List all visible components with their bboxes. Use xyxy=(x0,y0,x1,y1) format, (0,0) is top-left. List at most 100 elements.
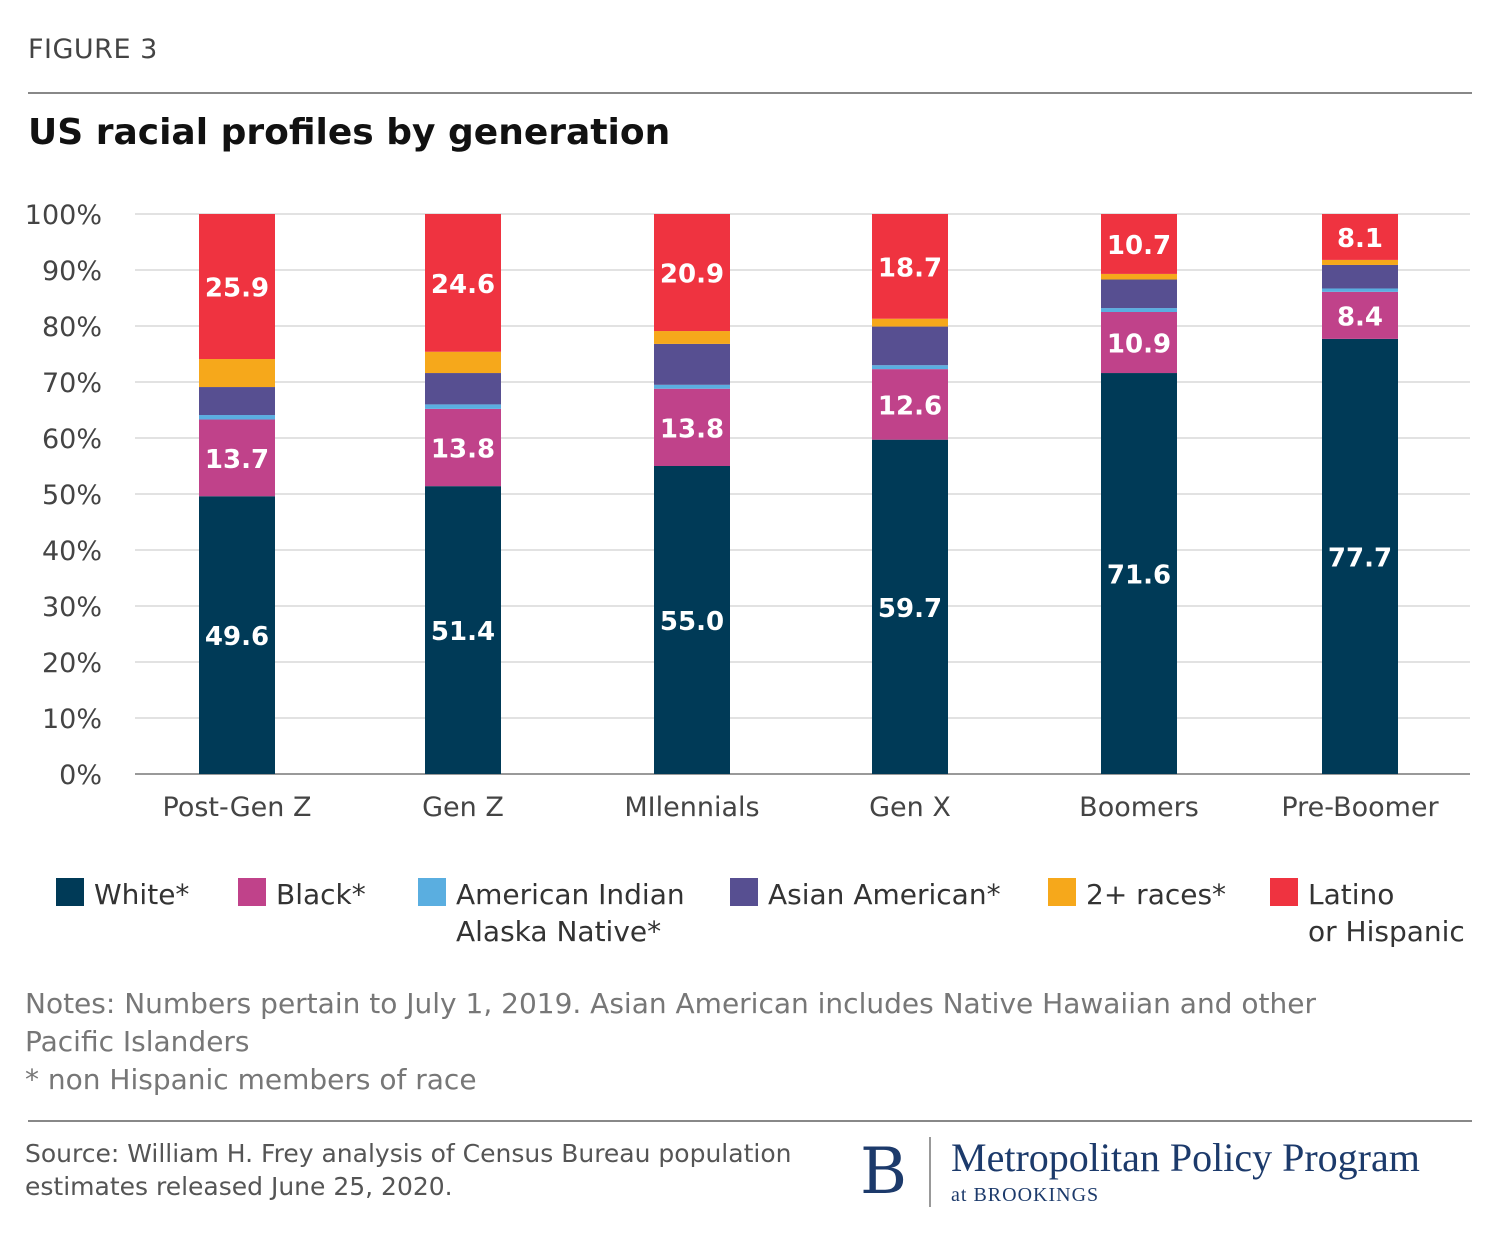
bar-segment xyxy=(1322,214,1398,260)
bar-segment xyxy=(1101,273,1177,280)
notes-line-3: * non Hispanic members of race xyxy=(25,1063,477,1096)
legend: White* Black* American Indian Alaska Native… xyxy=(0,870,1500,960)
legend-label: Black* xyxy=(276,878,366,911)
gridlines xyxy=(135,213,1470,775)
data-label: 13.7 xyxy=(205,445,269,475)
y-tick-label: 20% xyxy=(42,648,102,679)
bar-segment xyxy=(199,419,275,497)
source-line-1: Source: William H. Frey analysis of Cens… xyxy=(25,1139,792,1168)
legend-label: Asian American* xyxy=(768,878,1001,911)
bar-segment xyxy=(872,318,948,327)
stacked-bar-chart: 0% 10% 20% 30% 40% 50% 60% 70% 80% 90% 100% 49.6 13… xyxy=(25,200,1470,823)
bar-segment xyxy=(654,331,730,344)
data-label: 49.6 xyxy=(205,622,269,652)
chart-title: US racial profiles by generation xyxy=(28,112,671,153)
bar-segment xyxy=(1322,288,1398,292)
legend-swatch xyxy=(1270,878,1298,906)
bar-segment xyxy=(199,387,275,416)
bar-segment xyxy=(425,351,501,374)
bar-segment xyxy=(1101,373,1177,774)
legend-swatch xyxy=(1048,878,1076,906)
source-line-2: estimates released June 25, 2020. xyxy=(25,1172,453,1201)
bar-segment xyxy=(425,486,501,774)
data-label: 13.8 xyxy=(431,435,495,465)
data-label: 12.6 xyxy=(878,391,942,421)
bar-segment xyxy=(1101,279,1177,309)
legend-item: White* xyxy=(56,876,189,913)
logo-subtitle: at BROOKINGS xyxy=(951,1184,1100,1206)
x-tick-label: Boomers xyxy=(1079,792,1199,823)
data-label: 25.9 xyxy=(205,274,269,304)
legend-swatch xyxy=(238,878,266,906)
y-tick-label: 50% xyxy=(42,480,102,511)
data-label: 10.7 xyxy=(1107,231,1171,261)
notes-line-2: Pacific Islanders xyxy=(25,1025,250,1058)
bar-segment xyxy=(654,384,730,389)
legend-swatch xyxy=(730,878,758,906)
y-tick-label: 60% xyxy=(42,424,102,455)
legend-label: White* xyxy=(94,878,190,911)
legend-label: Latino or Hispanic xyxy=(1308,878,1465,948)
legend-item: Black* xyxy=(238,876,366,913)
x-tick-label: Pre-Boomer xyxy=(1281,792,1439,823)
bar-segment xyxy=(425,214,501,352)
x-tick-label: Gen Z xyxy=(422,792,504,823)
x-tick-label: Post-Gen Z xyxy=(163,792,312,823)
y-tick-label: 30% xyxy=(42,592,102,623)
data-label: 8.1 xyxy=(1337,224,1383,254)
bar-segment xyxy=(872,439,948,774)
bar-segment xyxy=(872,369,948,440)
bar-segment xyxy=(1322,291,1398,339)
notes: Notes: Numbers pertain to July 1, 2019. … xyxy=(25,985,1316,1099)
bar-segment xyxy=(872,365,948,370)
bars xyxy=(199,214,1398,774)
bar-segment xyxy=(199,496,275,774)
bar-segment xyxy=(425,373,501,405)
bar-segment xyxy=(199,214,275,360)
bar-segment xyxy=(1101,312,1177,374)
y-tick-label: 0% xyxy=(59,760,102,791)
data-label: 8.4 xyxy=(1337,302,1383,332)
data-label: 55.0 xyxy=(660,607,724,637)
top-divider xyxy=(28,92,1472,94)
y-tick-label: 10% xyxy=(42,704,102,735)
logo-program-name: Metropolitan Policy Program xyxy=(951,1135,1420,1180)
data-label: 13.8 xyxy=(660,414,724,444)
notes-line-1: Notes: Numbers pertain to July 1, 2019. … xyxy=(25,987,1316,1020)
bar-segment xyxy=(654,466,730,774)
legend-label: 2+ races* xyxy=(1086,878,1227,911)
data-label: 18.7 xyxy=(878,253,942,283)
y-tick-label: 90% xyxy=(42,256,102,287)
data-labels: 49.6 13.7 25.9 51.4 13.8 24.6 55.0 13.8 20.9 59.7… xyxy=(205,224,1392,652)
bar-segment xyxy=(1322,259,1398,265)
figure-label: FIGURE 3 xyxy=(28,34,158,65)
bottom-divider xyxy=(28,1120,1472,1122)
legend-item: American Indian Alaska Native* xyxy=(418,876,685,950)
brookings-logo: B Metropolitan Policy Program at BROOKIN… xyxy=(860,1136,1420,1207)
bar-segment xyxy=(1101,308,1177,312)
x-tick-label: MIlennials xyxy=(624,792,759,823)
bar-segment xyxy=(1322,338,1398,774)
bar-segment xyxy=(654,214,730,332)
legend-item: Latino or Hispanic xyxy=(1270,876,1465,950)
legend-swatch xyxy=(418,878,446,906)
data-label: 59.7 xyxy=(878,594,942,624)
legend-swatch xyxy=(56,878,84,906)
legend-item: Asian American* xyxy=(730,876,1001,913)
bar-segment xyxy=(654,388,730,466)
bar-segment xyxy=(1101,214,1177,274)
x-tick-label: Gen X xyxy=(869,792,951,823)
bar-segment xyxy=(425,404,501,409)
data-label: 71.6 xyxy=(1107,561,1171,591)
x-axis-ticks: Post-Gen Z Gen Z MIlennials Gen X Boomers Pre… xyxy=(163,792,1440,823)
logo-letter: B xyxy=(860,1134,908,1209)
bar-segment xyxy=(872,326,948,366)
y-tick-label: 70% xyxy=(42,368,102,399)
y-axis-ticks: 0% 10% 20% 30% 40% 50% 60% 70% 80% 90% 100% xyxy=(25,200,102,791)
bar-segment xyxy=(199,359,275,388)
bar-segment xyxy=(199,415,275,420)
bar-segment xyxy=(654,343,730,385)
y-tick-label: 80% xyxy=(42,312,102,343)
y-tick-label: 40% xyxy=(42,536,102,567)
legend-item: 2+ races* xyxy=(1048,876,1226,913)
